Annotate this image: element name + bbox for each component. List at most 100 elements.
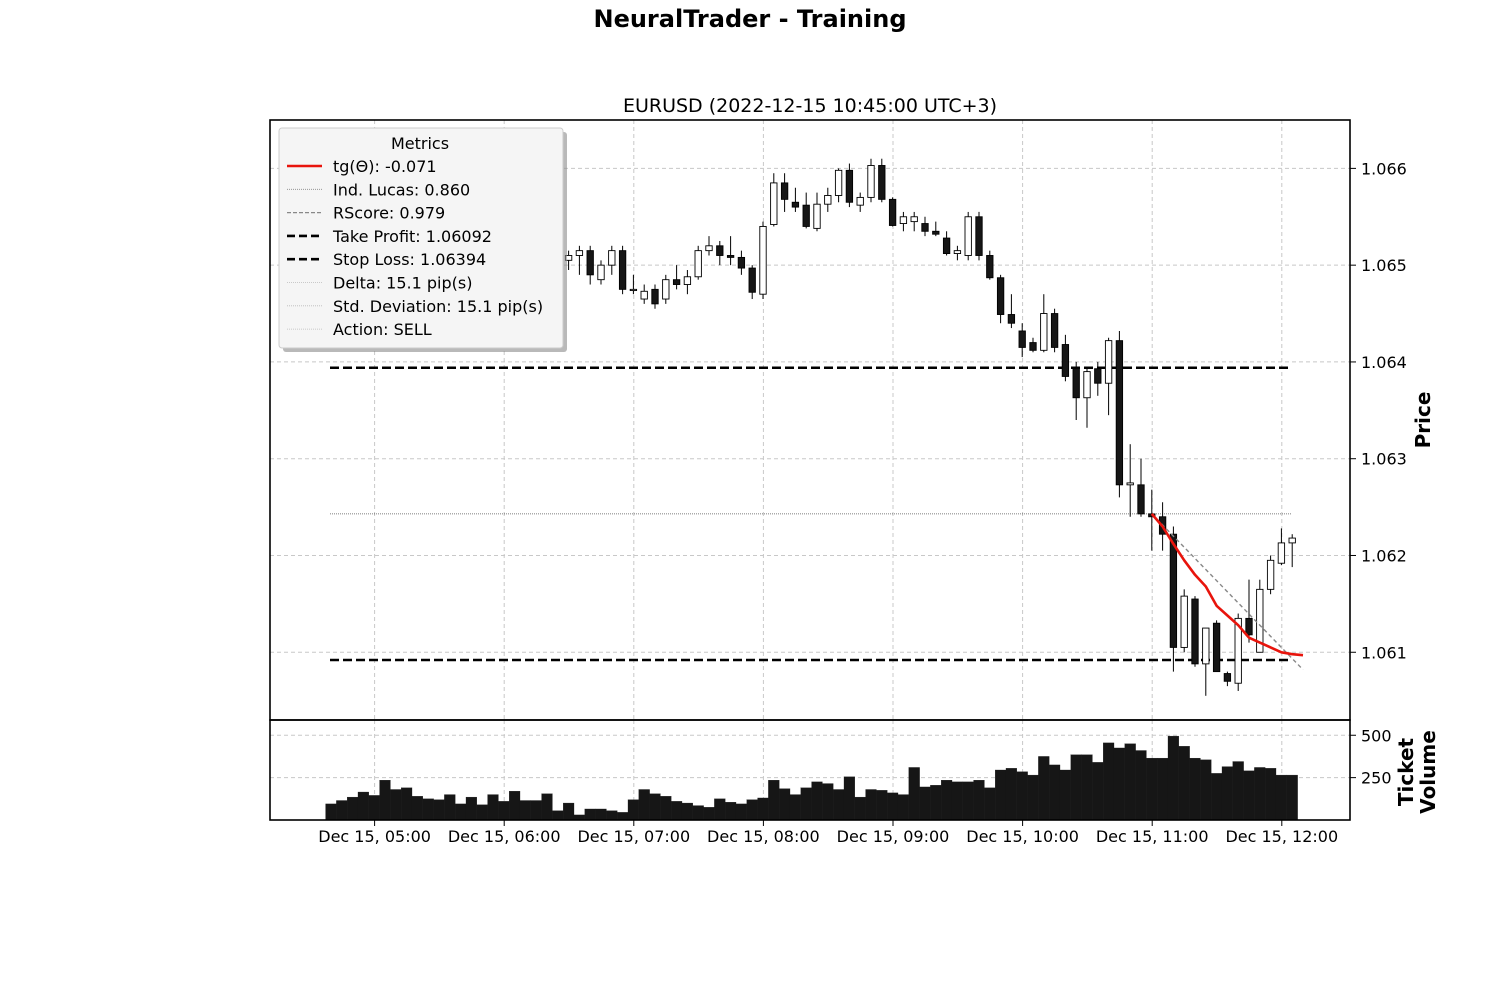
legend-entry-label: Take Profit: 1.06092 bbox=[332, 227, 492, 246]
volume-bar bbox=[876, 790, 888, 821]
candle-body bbox=[1061, 344, 1070, 377]
volume-bar bbox=[1113, 747, 1125, 821]
volume-bar bbox=[714, 798, 726, 821]
volume-bar bbox=[379, 780, 391, 821]
volume-bar bbox=[1200, 759, 1212, 821]
time-tick-label: Dec 15, 08:00 bbox=[707, 827, 820, 846]
candle-body bbox=[1202, 627, 1210, 665]
candle-body bbox=[726, 255, 735, 258]
volume-axes-frame bbox=[269, 719, 1351, 821]
volume-bar bbox=[1243, 770, 1255, 821]
volume-bar bbox=[671, 801, 683, 821]
volume-bar bbox=[995, 769, 1007, 821]
volume-bar bbox=[552, 810, 564, 821]
candle-body bbox=[1234, 617, 1242, 684]
candle-body bbox=[672, 279, 681, 285]
price-tick-label: 1.063 bbox=[1361, 450, 1407, 469]
volume-bar bbox=[1124, 743, 1136, 821]
candle-body bbox=[856, 196, 864, 206]
volume-bar bbox=[649, 793, 661, 821]
candle-body bbox=[618, 250, 627, 290]
volume-bar bbox=[444, 794, 456, 821]
candle-body bbox=[770, 182, 778, 225]
volume-axis-label-line1: Ticket bbox=[1394, 737, 1418, 806]
volume-bar bbox=[973, 780, 985, 821]
volume-bar bbox=[1135, 750, 1147, 821]
candle-body bbox=[759, 226, 767, 295]
volume-bar bbox=[1005, 768, 1017, 821]
time-tick-label: Dec 15, 09:00 bbox=[837, 827, 950, 846]
candle-body bbox=[780, 182, 789, 200]
volume-bar bbox=[1157, 757, 1169, 821]
legend-title: Metrics bbox=[391, 134, 449, 153]
volume-bar bbox=[606, 810, 618, 821]
candle-body bbox=[716, 245, 724, 256]
candle-body bbox=[802, 204, 810, 227]
legend-entry-label: Delta: 15.1 pip(s) bbox=[333, 274, 472, 293]
volume-bar bbox=[336, 800, 348, 821]
candle-body bbox=[942, 237, 951, 254]
volume-bar bbox=[390, 789, 402, 821]
volume-bar bbox=[692, 805, 704, 821]
volume-bar bbox=[768, 780, 780, 821]
candle-body bbox=[1169, 533, 1178, 648]
candle-body bbox=[996, 277, 1005, 315]
volume-bar bbox=[563, 802, 575, 821]
chart-title: EURUSD (2022-12-15 10:45:00 UTC+3) bbox=[623, 95, 997, 117]
price-tick-label: 1.065 bbox=[1361, 256, 1407, 275]
time-tick-label: Dec 15, 10:00 bbox=[966, 827, 1079, 846]
volume-bar bbox=[1189, 757, 1201, 821]
volume-tick-label: 500 bbox=[1361, 726, 1392, 745]
volume-bar bbox=[854, 796, 866, 821]
candle-body bbox=[651, 288, 659, 305]
volume-bar bbox=[465, 796, 477, 821]
candle-body bbox=[1212, 622, 1221, 673]
legend-entry-label: Stop Loss: 1.06394 bbox=[333, 250, 486, 269]
volume-bar bbox=[368, 795, 380, 821]
volume-bar bbox=[660, 796, 672, 821]
candle-body bbox=[694, 250, 702, 278]
volume-bar bbox=[822, 783, 834, 821]
time-tick-label: Dec 15, 07:00 bbox=[577, 827, 690, 846]
volume-bar bbox=[941, 780, 953, 821]
price-tick-label: 1.066 bbox=[1361, 159, 1407, 178]
volume-bar bbox=[411, 796, 423, 821]
volume-bar bbox=[617, 812, 629, 821]
volume-bar bbox=[584, 808, 596, 821]
candle-body bbox=[640, 290, 648, 300]
candle-body bbox=[1018, 330, 1026, 348]
volume-bar bbox=[746, 799, 758, 821]
price-axis-label: Price bbox=[1411, 392, 1435, 449]
volume-bar bbox=[1092, 762, 1104, 821]
volume-bar bbox=[519, 800, 531, 821]
volume-bar bbox=[843, 776, 855, 821]
candle-body bbox=[586, 250, 594, 276]
candle-body bbox=[986, 255, 994, 279]
volume-bar bbox=[1103, 742, 1115, 821]
volume-bar bbox=[1049, 764, 1061, 821]
volume-axis-label-line2: Volume bbox=[1416, 730, 1440, 814]
candle-body bbox=[867, 165, 875, 198]
volume-bar bbox=[1016, 771, 1028, 821]
candle-body bbox=[824, 195, 832, 205]
legend-entry-label: Action: SELL bbox=[333, 320, 432, 339]
volume-bar bbox=[908, 767, 920, 821]
legend-entry-label: tg(Θ): -0.071 bbox=[333, 157, 437, 176]
volume-bar bbox=[1265, 768, 1277, 821]
volume-bar bbox=[919, 786, 931, 821]
candle-body bbox=[910, 216, 918, 223]
metrics-legend: Metrics tg(Θ): -0.071 Ind. Lucas: 0.860 RS… bbox=[278, 127, 567, 352]
volume-bar bbox=[833, 789, 845, 821]
time-tick-label: Dec 15, 06:00 bbox=[448, 827, 561, 846]
candle-body bbox=[1104, 340, 1113, 384]
volume-bar bbox=[735, 803, 747, 821]
volume-bar bbox=[476, 804, 488, 821]
volume-bar bbox=[401, 787, 413, 821]
volume-bar bbox=[498, 801, 510, 821]
trend-lines bbox=[1150, 513, 1304, 671]
volume-bar bbox=[681, 802, 693, 821]
candle-body bbox=[1050, 313, 1059, 348]
volume-bar bbox=[930, 785, 942, 821]
volume-bars bbox=[325, 735, 1298, 821]
